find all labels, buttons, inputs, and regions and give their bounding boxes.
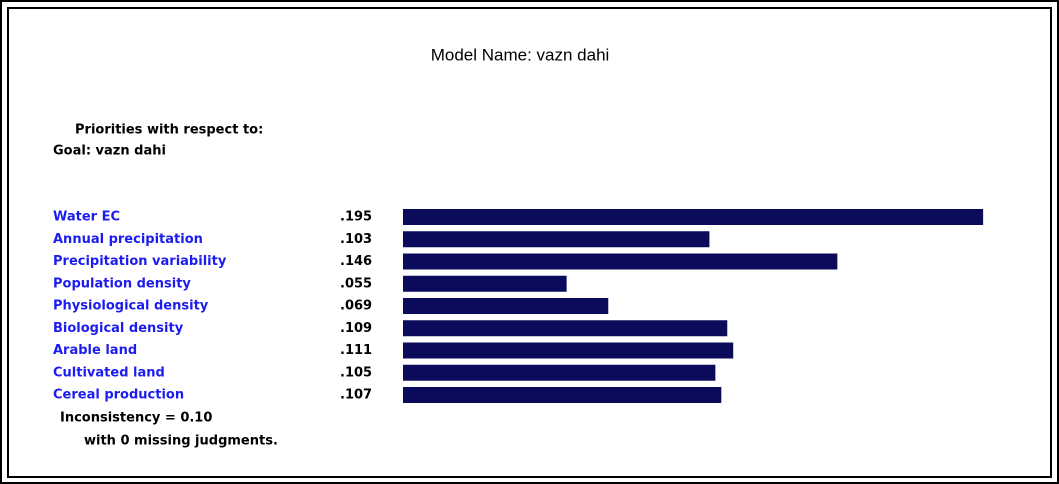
bar	[403, 209, 984, 225]
subtitle: Priorities with respect to:	[75, 123, 263, 138]
bar	[403, 231, 710, 248]
value-label: .105	[340, 365, 372, 380]
category-label: Precipitation variability	[53, 254, 227, 269]
value-label: .103	[340, 232, 372, 247]
bar	[403, 387, 722, 403]
category-label: Water EC	[53, 210, 120, 225]
category-label: Physiological density	[53, 299, 209, 314]
value-label: .109	[340, 321, 372, 336]
bar	[403, 253, 838, 270]
category-label: Cultivated land	[53, 365, 165, 380]
value-label: .069	[340, 299, 372, 314]
value-label: .107	[340, 388, 372, 403]
value-label: .055	[340, 276, 372, 291]
bar	[403, 364, 716, 381]
inner-frame	[7, 7, 1052, 478]
goal: Goal: vazn dahi	[53, 144, 166, 159]
value-label: .195	[340, 210, 372, 225]
category-label: Annual precipitation	[53, 232, 203, 247]
chart-title: Model Name: vazn dahi	[431, 45, 610, 64]
category-label: Biological density	[53, 321, 184, 336]
bar	[403, 320, 728, 337]
bar	[403, 275, 567, 292]
annotation: Inconsistency = 0.10	[60, 411, 212, 426]
bar	[403, 298, 609, 314]
bar	[403, 342, 734, 359]
value-label: .111	[340, 343, 372, 358]
category-label: Population density	[53, 276, 191, 291]
annotation: with 0 missing judgments.	[84, 434, 278, 449]
category-label: Cereal production	[53, 388, 184, 403]
category-label: Arable land	[53, 343, 137, 358]
value-label: .146	[340, 254, 372, 269]
